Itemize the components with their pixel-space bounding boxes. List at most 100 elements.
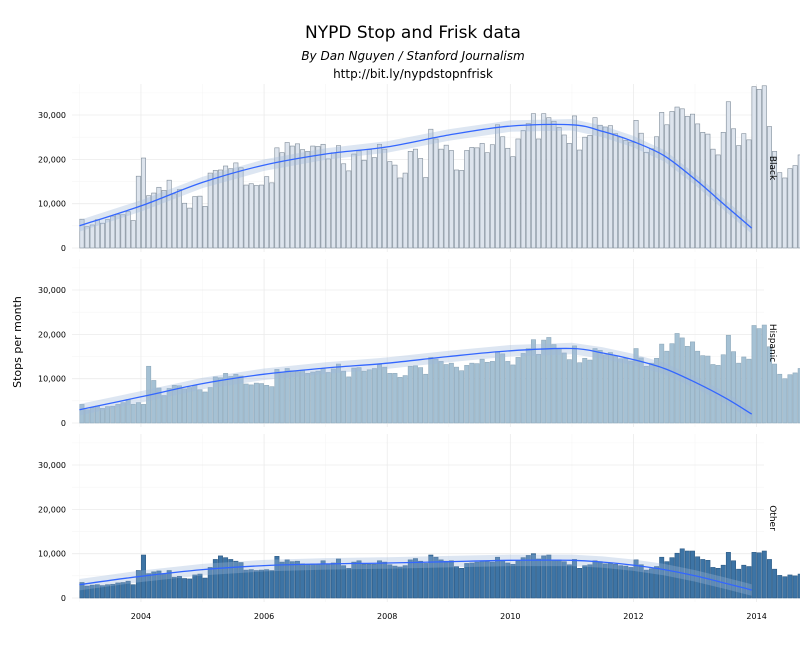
bar — [725, 334, 731, 424]
bar — [607, 125, 613, 249]
bar — [633, 120, 639, 249]
bar — [643, 151, 649, 249]
bar — [253, 570, 259, 599]
chart-subtitle: By Dan Nguyen / Stanford Journalism — [301, 49, 524, 63]
bar — [623, 139, 629, 249]
bar — [700, 355, 706, 424]
bar — [84, 409, 90, 424]
bar — [330, 368, 336, 424]
bar — [659, 556, 665, 599]
bar — [438, 559, 444, 599]
bar — [520, 353, 526, 424]
bar — [556, 127, 562, 249]
bar — [392, 373, 398, 424]
bar — [541, 555, 547, 599]
bar — [736, 362, 742, 424]
bar — [731, 351, 736, 424]
bar — [238, 375, 244, 424]
bar — [484, 152, 490, 249]
bar — [592, 117, 598, 249]
bar — [700, 132, 706, 249]
bar — [623, 565, 629, 599]
bar — [197, 195, 203, 249]
bar — [787, 168, 793, 249]
smooth-trend-line — [79, 123, 753, 229]
bar — [110, 215, 116, 249]
bar — [777, 575, 783, 599]
bar — [474, 147, 480, 249]
bar — [310, 145, 316, 249]
bar — [695, 123, 701, 249]
x-tick-label: 2008 — [377, 612, 397, 621]
bar — [320, 143, 326, 249]
bar — [366, 369, 372, 424]
bar — [479, 143, 485, 249]
bar — [756, 328, 762, 424]
bar — [202, 577, 208, 599]
bar — [182, 202, 188, 249]
bar — [459, 370, 465, 424]
bar — [525, 555, 531, 599]
bar — [171, 193, 177, 249]
bar — [100, 222, 105, 249]
bar — [546, 337, 552, 424]
bar — [223, 373, 229, 424]
bar — [259, 569, 264, 599]
bar — [351, 561, 357, 599]
bar — [536, 558, 542, 599]
bar — [100, 585, 105, 599]
bar — [720, 354, 726, 424]
x-tick-label: 2006 — [254, 612, 274, 621]
bar — [412, 365, 418, 424]
bar — [582, 357, 588, 424]
bar — [407, 151, 413, 249]
bar — [787, 374, 793, 424]
bar — [412, 558, 418, 599]
bar — [433, 138, 439, 249]
bar — [489, 361, 495, 424]
bar — [423, 563, 429, 599]
bar — [259, 383, 264, 424]
bar — [710, 364, 716, 424]
bar — [377, 364, 382, 424]
bar — [305, 373, 311, 424]
bar — [566, 564, 572, 599]
bar — [248, 183, 254, 249]
bar — [618, 136, 624, 249]
bar — [146, 195, 152, 249]
bar — [602, 563, 608, 599]
bar — [741, 356, 747, 424]
bar — [274, 369, 280, 424]
bar — [274, 556, 280, 599]
bar — [361, 159, 367, 249]
bar — [146, 573, 152, 599]
bar — [484, 361, 490, 424]
bar — [597, 350, 603, 424]
bar — [638, 357, 644, 424]
bar — [387, 373, 393, 424]
bar — [772, 568, 778, 599]
bar — [669, 343, 675, 424]
bar — [577, 362, 583, 424]
bar — [382, 561, 388, 599]
x-tick-label: 2010 — [500, 612, 520, 621]
bar — [505, 562, 511, 599]
bar — [572, 115, 577, 249]
bar — [161, 190, 167, 249]
bar — [479, 358, 485, 424]
bar — [500, 353, 506, 424]
bar — [638, 132, 644, 249]
bar — [746, 566, 752, 599]
bar — [387, 564, 393, 599]
bar — [156, 186, 162, 249]
bar — [454, 566, 459, 599]
bar — [628, 360, 634, 424]
bar — [515, 357, 521, 424]
bar — [218, 377, 223, 424]
facet-panel-other: 0 10,000 20,000 30,000 Other — [38, 434, 800, 603]
bar — [751, 552, 757, 599]
bar — [654, 357, 660, 424]
bar — [397, 566, 403, 599]
bar — [238, 167, 244, 249]
